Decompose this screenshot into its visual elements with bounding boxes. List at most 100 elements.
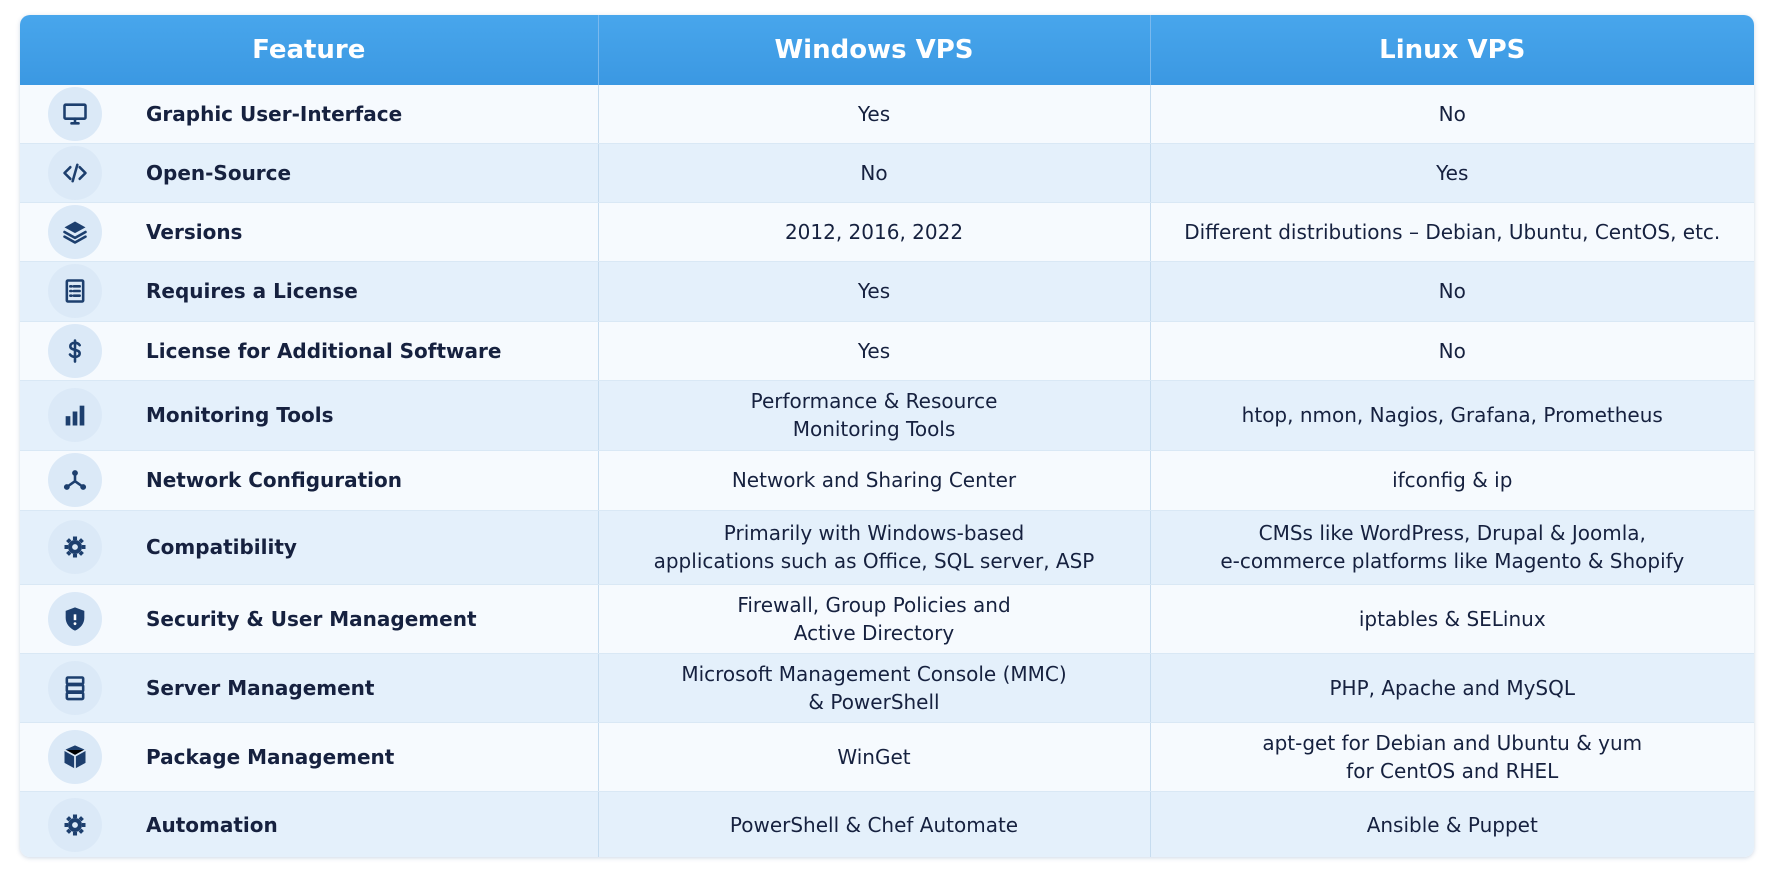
feature-cell: License for Additional Software — [20, 321, 599, 381]
feature-icon — [48, 591, 102, 646]
feature-icon — [48, 453, 102, 507]
icon — [64, 814, 86, 836]
cell-line: Active Directory — [793, 620, 955, 645]
icon — [65, 279, 85, 303]
feature-content: Server Management — [20, 660, 598, 715]
cell-line: iptables & SELinux — [1358, 606, 1546, 631]
feature-icon — [48, 729, 102, 784]
cell-line: Yes — [857, 279, 891, 303]
cell-line: Yes — [857, 101, 891, 126]
table-row: Network Configuration Network and Sharing… — [20, 450, 1754, 511]
table-row: Requires a License Yes No — [20, 261, 1754, 322]
table-row: Monitoring Tools Performance & Resource Mo… — [20, 380, 1754, 451]
feature-icon — [48, 660, 102, 715]
feature-label: Versions — [146, 219, 243, 244]
feature-content: License for Additional Software — [20, 323, 598, 378]
cell-line: Yes — [1436, 160, 1469, 185]
feature-cell: Versions — [20, 202, 599, 262]
cell-line: Firewall, Group Policies and — [737, 592, 1011, 617]
cell-line: Microsoft Management Console (MMC) — [681, 661, 1067, 686]
feature-content: Automation — [20, 798, 598, 852]
cell-line: e-commerce platforms like Magento & Shop… — [1220, 549, 1685, 573]
icon — [65, 405, 85, 426]
feature-label: Server Management — [146, 675, 375, 700]
feature-icon — [48, 520, 102, 574]
table-row: Compatibility Primarily with Windows-base… — [20, 510, 1754, 585]
table-body: Graphic User-Interface Yes No Open-Source No… — [20, 85, 1754, 857]
table-row: Server Management Microsoft Management Co… — [20, 653, 1754, 723]
windows-cell: PowerShell & Chef Automate — [598, 791, 1151, 857]
feature-content: Network Configuration — [20, 453, 598, 507]
feature-content: Requires a License — [20, 264, 598, 318]
windows-cell: Yes — [598, 261, 1151, 322]
linux-cell: CMSs like WordPress, Drupal & Joomla, e-c… — [1150, 510, 1754, 585]
linux-cell: PHP, Apache and MySQL — [1150, 653, 1754, 723]
feature-cell: Server Management — [20, 653, 599, 723]
feature-label: Compatibility — [146, 535, 297, 559]
feature-content: Security & User Management — [20, 591, 598, 646]
feature-cell: Graphic User-Interface — [20, 85, 599, 144]
cell-line: Network and Sharing Center — [731, 468, 1017, 492]
feature-cell: Open-Source — [20, 143, 599, 203]
feature-content: Package Management — [20, 729, 598, 784]
cell-line: Different distributions – Debian, Ubuntu… — [1184, 219, 1721, 244]
header-row: Feature Windows VPS Linux VPS — [20, 15, 1754, 85]
cell-line: WinGet — [837, 744, 911, 769]
icon — [64, 536, 86, 558]
linux-cell: htop, nmon, Nagios, Grafana, Prometheus — [1150, 380, 1754, 451]
cell-line: Ansible & Puppet — [1366, 813, 1538, 837]
linux-cell: Yes — [1150, 143, 1754, 203]
table-row: Package Management WinGet apt-get for Debi… — [20, 722, 1754, 792]
linux-cell: ifconfig & ip — [1150, 450, 1754, 511]
table-row: Graphic User-Interface Yes No — [20, 85, 1754, 144]
header-cell: Windows VPS — [598, 15, 1151, 85]
feature-content: Graphic User-Interface — [20, 86, 598, 141]
icon — [68, 338, 81, 363]
cell-line: apt-get for Debian and Ubuntu & yum — [1262, 730, 1643, 755]
table-row: Versions 2012, 2016, 2022 Different distri… — [20, 202, 1754, 262]
feature-cell: Monitoring Tools — [20, 380, 599, 451]
feature-content: Versions — [20, 204, 598, 259]
linux-cell: apt-get for Debian and Ubuntu & yum for C… — [1150, 722, 1754, 792]
feature-label: License for Additional Software — [146, 338, 502, 363]
cell-line: No — [860, 160, 888, 185]
windows-cell: Firewall, Group Policies and Active Direc… — [598, 584, 1151, 654]
feature-label: Open-Source — [146, 160, 292, 185]
feature-icon — [48, 798, 102, 852]
cell-line: Yes — [857, 338, 891, 363]
header-cell: Linux VPS — [1150, 15, 1754, 85]
cell-line: No — [1438, 101, 1466, 126]
cell-line: Monitoring Tools — [792, 417, 956, 441]
table-row: Automation PowerShell & Chef Automate Ansi… — [20, 791, 1754, 857]
cell-line: Primarily with Windows-based — [723, 521, 1025, 545]
icon — [63, 103, 87, 125]
feature-icon — [48, 323, 102, 378]
icon — [64, 744, 86, 769]
feature-icon — [48, 86, 102, 141]
feature-label: Graphic User-Interface — [146, 101, 403, 126]
feature-icon — [48, 204, 102, 259]
windows-cell: Primarily with Windows-based applications… — [598, 510, 1151, 585]
feature-label: Requires a License — [146, 279, 358, 303]
cell-line: htop, nmon, Nagios, Grafana, Prometheus — [1241, 403, 1663, 427]
feature-icon — [48, 145, 102, 200]
feature-cell: Automation — [20, 791, 599, 857]
feature-cell: Compatibility — [20, 510, 599, 585]
cell-line: CMSs like WordPress, Drupal & Joomla, — [1258, 521, 1646, 545]
windows-cell: Yes — [598, 85, 1151, 144]
icon — [63, 163, 87, 182]
linux-cell: No — [1150, 85, 1754, 144]
cell-line: Performance & Resource — [750, 389, 998, 413]
feature-label: Package Management — [146, 744, 395, 769]
cell-line: PowerShell & Chef Automate — [729, 813, 1019, 837]
feature-label: Network Configuration — [146, 468, 402, 492]
feature-label: Automation — [146, 813, 278, 837]
feature-content: Open-Source — [20, 145, 598, 200]
feature-content: Compatibility — [20, 520, 598, 574]
cell-line: & PowerShell — [808, 689, 940, 714]
feature-cell: Network Configuration — [20, 450, 599, 511]
windows-cell: WinGet — [598, 722, 1151, 792]
table-row: Security & User Management Firewall, Grou… — [20, 584, 1754, 654]
windows-cell: 2012, 2016, 2022 — [598, 202, 1151, 262]
